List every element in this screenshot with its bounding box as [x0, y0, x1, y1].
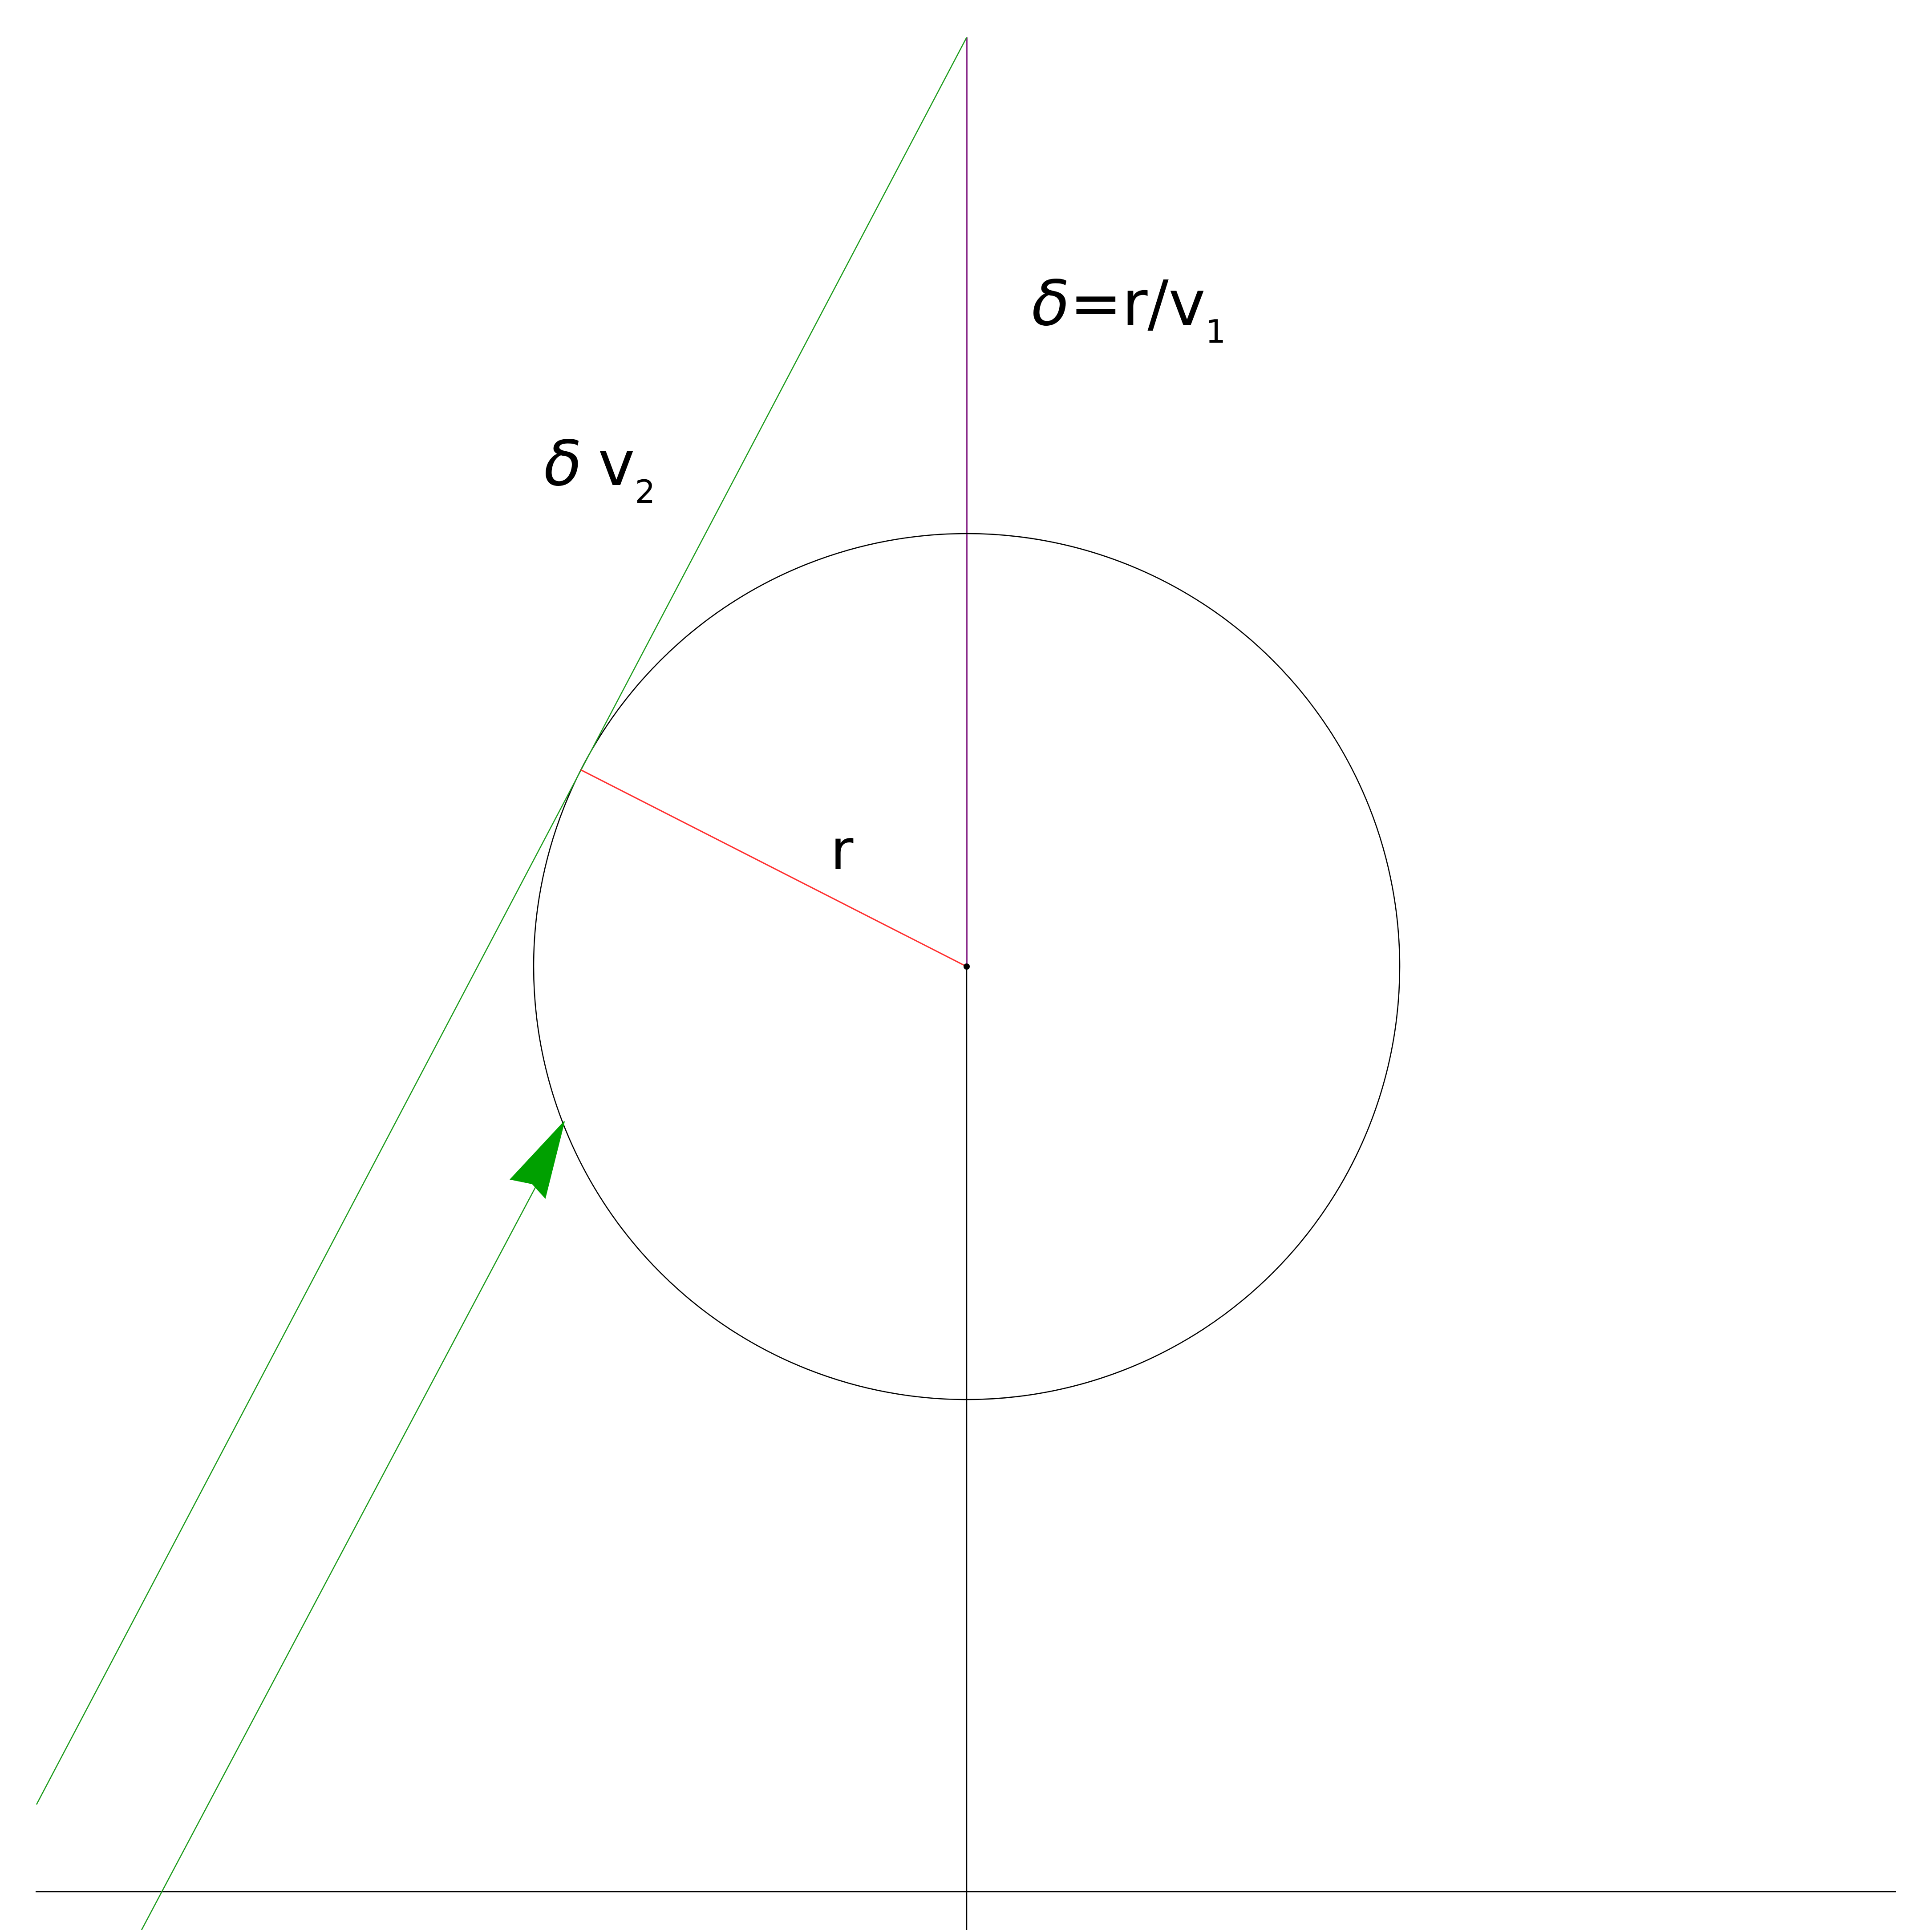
center-point [964, 963, 970, 970]
tangent-length-label: δ v2 [544, 428, 655, 510]
delta-symbol-2: δ [544, 428, 582, 500]
delta-definition-text: =r/v [1070, 267, 1206, 340]
arrowhead-icon [510, 1121, 565, 1199]
circle [533, 533, 1401, 1400]
incoming-ray [141, 1181, 539, 1930]
delta-definition-label: δ=r/v1 [1032, 267, 1226, 350]
tangent-speed-text: v [598, 428, 635, 500]
radius-line [580, 769, 967, 967]
tangent-speed-subscript: 2 [635, 473, 656, 510]
delta-symbol: δ [1032, 267, 1070, 340]
radius-label: r [830, 818, 854, 882]
delta-definition-subscript: 1 [1206, 313, 1226, 350]
tangent-line [36, 37, 968, 1805]
